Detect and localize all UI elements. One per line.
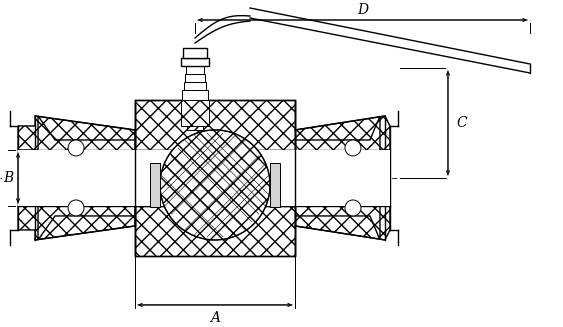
Bar xyxy=(135,150,295,206)
Bar xyxy=(18,150,135,206)
Text: C: C xyxy=(457,116,467,130)
Bar xyxy=(135,100,295,256)
Bar xyxy=(183,48,207,58)
Polygon shape xyxy=(295,116,390,150)
Polygon shape xyxy=(135,206,295,256)
Polygon shape xyxy=(295,206,390,240)
Polygon shape xyxy=(295,116,380,240)
Bar xyxy=(182,90,208,100)
Circle shape xyxy=(345,140,361,156)
Polygon shape xyxy=(181,100,209,126)
Text: A: A xyxy=(210,311,220,325)
Bar xyxy=(295,150,390,206)
Polygon shape xyxy=(38,116,135,240)
Bar xyxy=(135,100,295,256)
Bar xyxy=(185,74,205,82)
Circle shape xyxy=(345,200,361,216)
Polygon shape xyxy=(270,163,280,207)
Polygon shape xyxy=(150,163,160,207)
Polygon shape xyxy=(135,100,295,150)
Text: D: D xyxy=(357,3,368,17)
Polygon shape xyxy=(18,206,135,240)
Circle shape xyxy=(160,130,270,240)
Polygon shape xyxy=(18,116,135,150)
Circle shape xyxy=(68,140,84,156)
Bar xyxy=(18,150,135,206)
Polygon shape xyxy=(187,126,203,130)
Text: B: B xyxy=(3,171,13,185)
Circle shape xyxy=(68,200,84,216)
Bar xyxy=(181,58,209,66)
Bar xyxy=(186,66,204,74)
Bar xyxy=(184,82,206,90)
